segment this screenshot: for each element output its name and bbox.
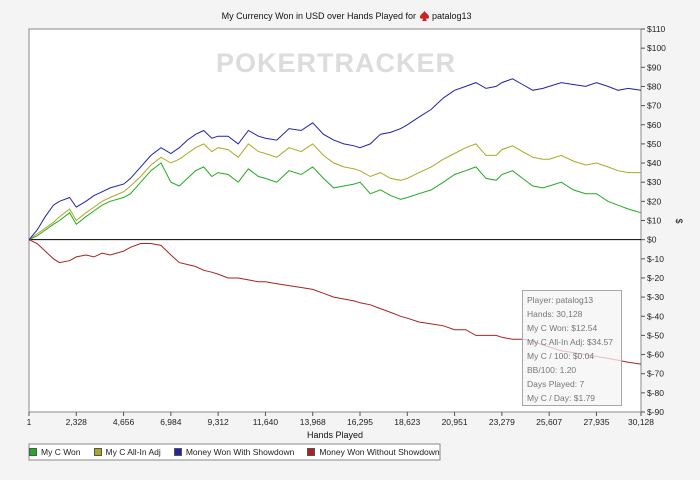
y-tick-label: $0	[647, 235, 657, 245]
legend-label: Money Won Without Showdown	[319, 447, 440, 457]
x-tick-label: 25,607	[536, 417, 562, 427]
legend-item[interactable]: My C Won	[29, 447, 81, 457]
stats-line: BB/100: 1.20	[527, 365, 577, 375]
x-axis: 1 2,328 4,656 6,984 9,312 11,640 13,968 16,295 1…	[27, 412, 654, 427]
legend-swatch	[307, 448, 316, 456]
y-tick-label: $10	[647, 216, 661, 226]
y-tick-label: $80	[647, 81, 661, 91]
legend-item[interactable]: My C All-In Adj	[93, 447, 161, 457]
chart-player-name: patalog13	[432, 11, 472, 21]
y-tick-label: $-70	[647, 369, 664, 379]
stats-line: My C / 100: $0.04	[527, 351, 595, 361]
stats-box: Player: patalog13 Hands: 30,128 My C Won: …	[522, 290, 622, 406]
y-tick-label: $30	[647, 177, 661, 187]
spade-icon	[420, 11, 429, 21]
y-axis: $110 $100 $90 $80 $70 $60 $50 $40 $30 $20 $10 $0 $-1…	[641, 24, 666, 417]
x-tick-label: 30,128	[628, 417, 654, 427]
y-tick-label: $-60	[647, 350, 664, 360]
stats-line: Player: patalog13	[527, 295, 594, 305]
y-tick-label: $20	[647, 196, 661, 206]
y-tick-label: $-50	[647, 330, 664, 340]
series-line-2	[28, 78, 642, 241]
x-tick-label: 11,640	[253, 417, 279, 427]
x-tick-label: 16,295	[347, 417, 373, 427]
y-tick-label: $-40	[647, 311, 664, 321]
y-tick-label: $60	[647, 120, 661, 130]
series-line-0	[28, 162, 642, 241]
legend-swatch	[173, 448, 182, 456]
x-axis-label: Hands Played	[307, 430, 363, 440]
x-tick-label: 2,328	[66, 417, 88, 427]
legend-swatch	[93, 448, 102, 456]
chart-title: My Currency Won in USD over Hands Played…	[222, 11, 416, 21]
watermark: POKERTRACKER	[216, 48, 456, 78]
y-tick-label: $90	[647, 62, 661, 72]
x-tick-label: 1	[27, 417, 32, 427]
legend-item[interactable]: Money Won With Showdown	[173, 447, 295, 457]
x-tick-label: 20,951	[442, 417, 468, 427]
stats-line: My C / Day: $1.79	[527, 393, 596, 403]
x-tick-label: 23,279	[489, 417, 515, 427]
stats-line: Hands: 30,128	[527, 309, 583, 319]
legend-label: Money Won With Showdown	[185, 447, 295, 457]
y-tick-label: $50	[647, 139, 661, 149]
legend-item[interactable]: Money Won Without Showdown	[307, 447, 440, 457]
x-tick-label: 18,623	[394, 417, 420, 427]
y-tick-label: $70	[647, 101, 661, 111]
y-tick-label: $110	[647, 24, 666, 34]
x-tick-label: 27,935	[583, 417, 609, 427]
series-line-1	[28, 143, 641, 241]
legend-label: My C All-In Adj	[105, 447, 161, 457]
legend: My C Won My C All-In Adj Money Won With Sh…	[29, 445, 440, 459]
x-tick-label: 13,968	[300, 417, 326, 427]
y-tick-label: $-20	[647, 273, 664, 283]
stats-line: My C Won: $12.54	[527, 323, 598, 333]
stats-line: Days Played: 7	[527, 379, 585, 389]
y-tick-label: $-90	[647, 407, 664, 417]
x-tick-label: 6,984	[160, 417, 182, 427]
y-tick-label: $100	[647, 43, 666, 53]
y-tick-label: $-10	[647, 254, 664, 264]
legend-label: My C Won	[41, 447, 81, 457]
x-tick-label: 9,312	[208, 417, 230, 427]
y-axis-label: $	[674, 218, 684, 223]
y-tick-label: $-30	[647, 292, 664, 302]
x-tick-label: 4,656	[113, 417, 135, 427]
y-tick-label: $40	[647, 158, 661, 168]
stats-line: My C All-In Adj: $34.57	[527, 337, 613, 347]
legend-swatch	[29, 448, 37, 456]
y-tick-label: $-80	[647, 388, 664, 398]
